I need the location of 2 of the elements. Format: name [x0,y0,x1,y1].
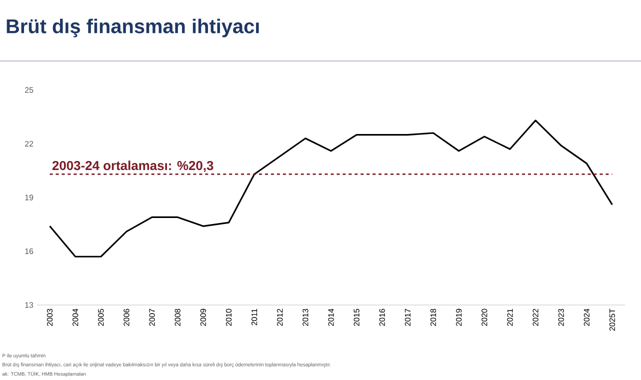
chart-title: Brüt dış finansman ihtiyacı [6,18,259,38]
ref-line-label: 2003-24 ortalaması: %20,3 [52,160,214,172]
